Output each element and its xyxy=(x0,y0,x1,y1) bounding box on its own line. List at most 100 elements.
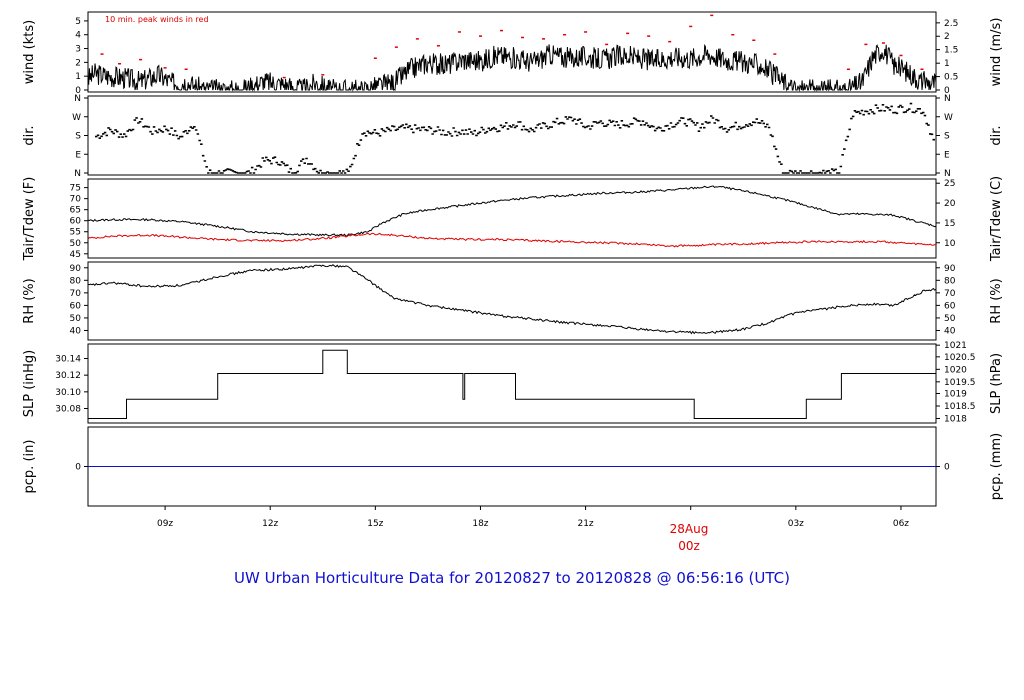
x-tick-label: 18z xyxy=(472,519,488,529)
right-tick-label-slp: 1019.5 xyxy=(944,378,976,388)
left-axis-label-pcp: pcp. (in) xyxy=(22,440,37,494)
left-axis-label-rh: RH (%) xyxy=(22,278,37,323)
left-axis-label-wind: wind (kts) xyxy=(22,20,37,84)
left-tick-label-rh: 60 xyxy=(70,301,82,311)
panel-frame-temp xyxy=(87,178,937,259)
x-tick-label: 03z xyxy=(788,519,804,529)
series-slp-SLP xyxy=(88,349,936,419)
right-tick-label-slp: 1019 xyxy=(944,390,967,400)
right-tick-label-rh: 80 xyxy=(944,276,956,286)
peak-wind-note: 10 min. peak winds in red xyxy=(105,15,209,24)
x-tick-label: 06z xyxy=(893,519,909,529)
left-tick-label-temp: 55 xyxy=(70,228,81,238)
left-tick-label-temp: 50 xyxy=(70,239,82,249)
right-tick-label-temp: 20 xyxy=(944,199,956,209)
right-tick-label-rh: 50 xyxy=(944,314,956,324)
right-tick-label-dir: N xyxy=(944,169,951,179)
right-axis-label-slp: SLP (hPa) xyxy=(989,353,1004,414)
left-tick-label-dir: S xyxy=(75,132,81,142)
panel-frame-slp xyxy=(87,343,937,424)
left-tick-label-dir: N xyxy=(74,94,81,104)
left-tick-label-rh: 70 xyxy=(70,289,82,299)
right-tick-label-temp: 25 xyxy=(944,179,955,189)
left-tick-label-temp: 75 xyxy=(70,184,81,194)
left-tick-label-temp: 45 xyxy=(70,250,81,260)
right-tick-label-temp: 10 xyxy=(944,239,956,249)
right-tick-label-rh: 90 xyxy=(944,264,956,274)
left-axis-label-temp: Tair/Tdew (F) xyxy=(22,177,37,262)
right-axis-label-temp: Tair/Tdew (C) xyxy=(989,176,1004,262)
right-tick-label-rh: 70 xyxy=(944,289,956,299)
left-axis-label-slp: SLP (inHg) xyxy=(22,350,37,418)
left-tick-label-wind: 4 xyxy=(75,31,81,41)
left-tick-label-temp: 70 xyxy=(70,195,82,205)
chart-title: UW Urban Horticulture Data for 20120827 … xyxy=(234,569,790,587)
left-tick-label-rh: 80 xyxy=(70,276,82,286)
series-wind-wind xyxy=(87,43,937,92)
right-tick-label-pcp: 0 xyxy=(944,463,950,473)
panel-slp: SLP (inHg) SLP (hPa) 30.08 30.10 30.12 30.14 1… xyxy=(22,341,1004,424)
panel-pcp: pcp. (in) pcp. (mm) 0 0 xyxy=(22,426,1004,507)
series-dir-dir xyxy=(95,102,935,174)
right-tick-label-rh: 40 xyxy=(944,326,956,336)
right-tick-label-slp: 1020 xyxy=(944,365,967,375)
left-tick-label-wind: 1 xyxy=(75,72,81,82)
left-tick-label-temp: 60 xyxy=(70,217,82,227)
right-tick-label-rh: 60 xyxy=(944,301,956,311)
right-axis-label-wind: wind (m/s) xyxy=(989,18,1004,87)
left-tick-label-slp: 30.14 xyxy=(55,355,81,365)
right-tick-label-slp: 1018.5 xyxy=(944,402,976,412)
panel-rh: RH (%) RH (%) 40 50 60 70 80 90 40 50 60 70 80 90 xyxy=(22,261,1004,341)
left-tick-label-slp: 30.10 xyxy=(55,388,81,398)
panel-wind: wind (kts) wind (m/s) 0 1 2 3 4 5 0 0.5 1 1.5 2 2.5 10… xyxy=(22,11,1004,96)
x-tick-label: 09z xyxy=(157,519,173,529)
left-tick-label-rh: 50 xyxy=(70,314,82,324)
right-tick-label-slp: 1018 xyxy=(944,415,967,425)
left-tick-label-slp: 30.12 xyxy=(55,371,81,381)
left-tick-label-dir: E xyxy=(75,150,81,160)
right-tick-label-wind: 2 xyxy=(944,32,950,42)
left-tick-label-wind: 0 xyxy=(75,86,81,96)
left-tick-label-temp: 65 xyxy=(70,206,81,216)
right-axis-label-pcp: pcp. (mm) xyxy=(989,433,1004,500)
right-tick-label-dir: N xyxy=(944,94,951,104)
panel-temp: Tair/Tdew (F) Tair/Tdew (C) 45505560657075… xyxy=(22,176,1004,262)
panel-frame-dir xyxy=(87,95,937,176)
panel-frame-wind xyxy=(87,11,937,93)
right-tick-label-wind: 0.5 xyxy=(944,73,958,83)
left-tick-label-wind: 5 xyxy=(75,17,81,27)
date-marker-hour: 00z xyxy=(678,539,700,553)
right-tick-label-wind: 1 xyxy=(944,59,950,69)
x-tick-label: 15z xyxy=(367,519,383,529)
series-temp-Tdew xyxy=(87,232,937,248)
date-marker-day: 28Aug xyxy=(670,522,709,536)
left-tick-label-slp: 30.08 xyxy=(55,405,81,415)
left-tick-label-pcp: 0 xyxy=(75,463,81,473)
left-tick-label-rh: 90 xyxy=(70,264,82,274)
series-rh-RH xyxy=(87,264,937,335)
right-tick-label-slp: 1021 xyxy=(944,341,967,351)
panel-frame-rh xyxy=(87,261,937,341)
right-axis-label-dir: dir. xyxy=(989,125,1004,145)
right-tick-label-wind: 2.5 xyxy=(944,19,958,29)
right-tick-label-wind: 0 xyxy=(944,86,950,96)
right-tick-label-temp: 15 xyxy=(944,219,955,229)
right-tick-label-dir: S xyxy=(944,132,950,142)
right-axis-label-rh: RH (%) xyxy=(989,278,1004,323)
left-tick-label-dir: N xyxy=(74,169,81,179)
left-tick-label-rh: 40 xyxy=(70,326,82,336)
left-tick-label-dir: W xyxy=(72,113,81,123)
left-tick-label-wind: 2 xyxy=(75,58,81,68)
x-tick-label: 12z xyxy=(262,519,278,529)
right-tick-label-wind: 1.5 xyxy=(944,46,958,56)
left-tick-label-wind: 3 xyxy=(75,45,81,55)
series-temp-Tair xyxy=(87,185,937,237)
right-tick-label-dir: W xyxy=(944,113,953,123)
left-axis-label-dir: dir. xyxy=(22,125,37,145)
x-tick-label: 21z xyxy=(577,519,593,529)
right-tick-label-dir: E xyxy=(944,150,950,160)
right-tick-label-slp: 1020.5 xyxy=(944,353,976,363)
